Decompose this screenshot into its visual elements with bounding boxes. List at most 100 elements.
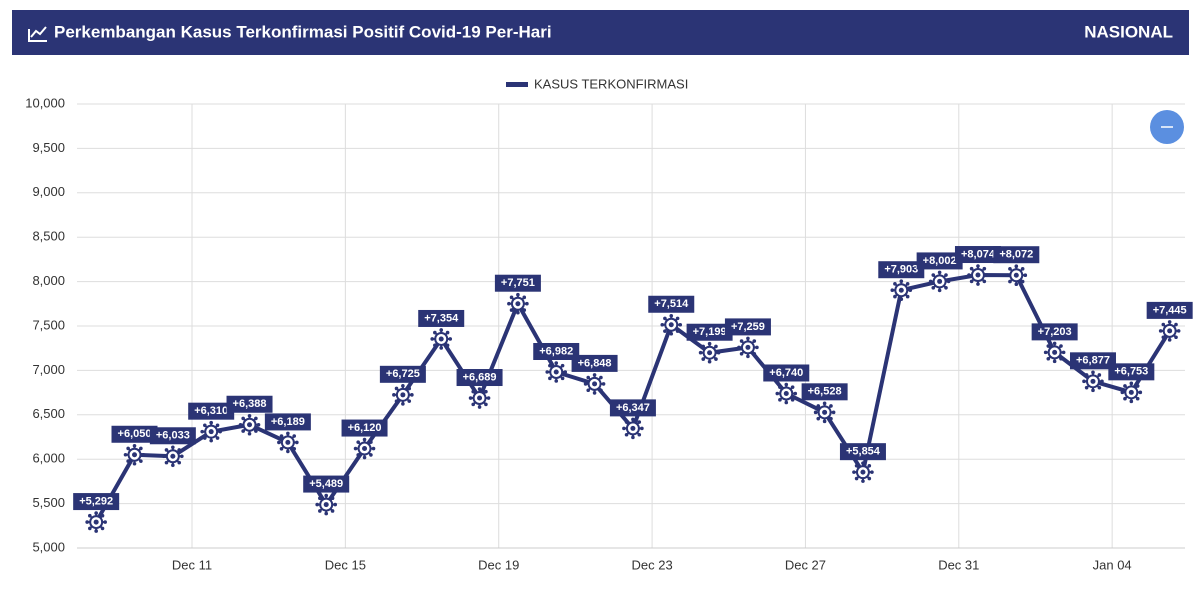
marker-core: [400, 392, 406, 398]
marker-spike-tip: [944, 285, 948, 290]
marker-spike-tip: [318, 496, 322, 501]
label-box: [418, 309, 465, 327]
virus-marker: [737, 336, 759, 359]
marker-spike-tip: [563, 370, 568, 374]
marker-spike-tip: [1161, 335, 1166, 340]
marker-spike-tip: [407, 386, 412, 391]
marker-spike-tip: [675, 316, 680, 321]
y-tick-label: 5,000: [32, 539, 65, 554]
marker-spike-tip: [209, 420, 213, 425]
marker-spike-tip: [867, 476, 872, 481]
data-label: +6,848: [578, 357, 612, 369]
virus-marker: [928, 270, 951, 293]
marker-spike-tip: [752, 351, 757, 356]
label-box: [609, 399, 656, 417]
marker-spike-tip: [854, 464, 859, 468]
marker-spike-tip: [407, 399, 412, 403]
marker-spike-tip: [353, 446, 358, 451]
marker-core: [170, 453, 176, 459]
marker-spike-tip: [448, 337, 453, 341]
marker-spike-tip: [560, 376, 565, 381]
marker-spike-tip: [324, 511, 329, 516]
marker-spike-tip: [1020, 267, 1025, 271]
data-label: +7,903: [884, 264, 918, 276]
label-box: [878, 261, 925, 279]
marker-spike-tip: [401, 384, 405, 388]
y-tick-label: 10,000: [25, 95, 65, 110]
y-tick-label: 8,000: [32, 273, 65, 288]
marker-spike-tip: [1123, 384, 1127, 388]
marker-spike-tip: [660, 322, 665, 327]
marker-spike-tip: [439, 346, 444, 350]
marker-spike-tip: [279, 434, 284, 438]
marker-spike-tip: [516, 292, 520, 297]
marker-spike-tip: [586, 388, 591, 393]
y-tick-label: 5,500: [32, 495, 65, 510]
marker-spike-tip: [292, 434, 297, 438]
chart-icon: [28, 26, 47, 42]
marker-spike-tip: [663, 329, 667, 333]
marker-core: [975, 272, 981, 278]
data-label: +6,982: [539, 345, 573, 357]
data-label: +8,002: [923, 255, 957, 267]
marker-spike-tip: [583, 382, 588, 386]
marker-spike-tip: [85, 520, 89, 524]
marker-spike-tip: [1174, 335, 1178, 340]
marker-spike-tip: [100, 526, 105, 531]
data-label: +7,259: [731, 321, 765, 333]
marker-spike-tip: [816, 416, 821, 421]
label-box: [1146, 301, 1193, 319]
marker-spike-tip: [870, 470, 874, 474]
marker-spike-tip: [203, 436, 207, 440]
marker-spike-tip: [1059, 344, 1063, 348]
marker-spike-tip: [471, 389, 475, 394]
marker-spike-tip: [177, 448, 182, 452]
marker-spike-tip: [946, 279, 951, 284]
marker-spike-tip: [286, 449, 290, 454]
marker-spike-tip: [775, 391, 780, 396]
marker-spike-tip: [790, 385, 795, 389]
marker-spike-tip: [601, 382, 606, 386]
virus-marker: [507, 292, 529, 315]
label-box: [763, 364, 810, 382]
marker-spike-tip: [663, 316, 667, 321]
label-box: [264, 413, 311, 431]
marker-spike-tip: [1043, 350, 1048, 355]
data-label: +6,050: [118, 428, 152, 440]
marker-spike-tip: [548, 363, 552, 368]
data-label: +7,445: [1153, 304, 1187, 316]
marker-spike-tip: [484, 389, 488, 394]
x-tick-label: Dec 27: [785, 557, 826, 572]
data-label: +6,740: [769, 367, 803, 379]
virus-marker: [775, 382, 798, 405]
marker-spike-tip: [592, 391, 597, 395]
marker-spike-tip: [931, 285, 936, 290]
marker-spike-tip: [678, 322, 683, 327]
marker-spike-tip: [701, 357, 706, 361]
marker-spike-tip: [292, 446, 297, 451]
marker-spike-tip: [132, 443, 137, 448]
marker-spike-tip: [640, 426, 644, 431]
marker-spike-tip: [356, 440, 360, 444]
marker-spike-tip: [1052, 359, 1057, 364]
marker-spike-tip: [937, 288, 942, 293]
marker-spike-tip: [637, 420, 642, 424]
marker-spike-tip: [324, 493, 329, 498]
marker-spike-tip: [746, 336, 750, 341]
marker-spike-tip: [861, 461, 865, 465]
marker-spike-tip: [1046, 344, 1051, 348]
marker-spike-tip: [100, 513, 105, 518]
virus-marker: [890, 279, 913, 302]
label-box: [494, 274, 541, 292]
virus-marker: [85, 511, 107, 533]
marker-spike-tip: [256, 422, 261, 427]
marker-spike-tip: [315, 502, 320, 507]
data-label: +6,388: [233, 398, 267, 410]
data-label: +7,354: [424, 312, 459, 324]
marker-spike-tip: [362, 455, 367, 460]
marker-spike-tip: [410, 393, 414, 397]
marker-spike-tip: [752, 339, 757, 343]
marker-core: [438, 336, 444, 342]
marker-spike-tip: [1123, 396, 1127, 401]
marker-core: [132, 452, 138, 458]
